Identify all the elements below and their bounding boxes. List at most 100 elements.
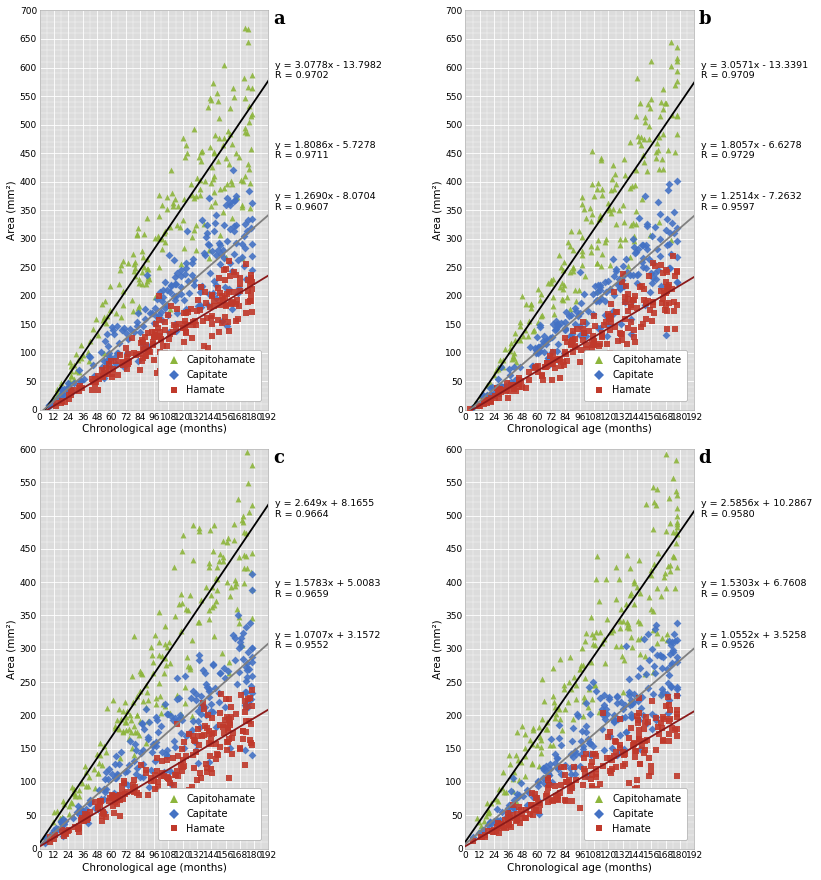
- Point: [86, 357, 99, 371]
- Point: [224, 589, 237, 603]
- Point: [649, 266, 662, 280]
- Point: [663, 177, 676, 191]
- Point: [209, 248, 222, 262]
- Point: [624, 708, 637, 722]
- Point: [564, 747, 577, 761]
- Point: [70, 348, 83, 362]
- Point: [490, 381, 503, 395]
- Point: [644, 54, 658, 68]
- Point: [87, 322, 100, 336]
- Point: [241, 21, 255, 35]
- Point: [632, 713, 645, 727]
- Point: [226, 295, 239, 309]
- Point: [245, 546, 259, 560]
- Point: [510, 748, 523, 762]
- Point: [550, 792, 563, 806]
- Point: [170, 688, 183, 702]
- Point: [205, 766, 218, 780]
- Point: [654, 716, 667, 730]
- Point: [207, 298, 220, 312]
- Point: [168, 768, 181, 782]
- Point: [186, 709, 199, 723]
- Point: [619, 252, 632, 266]
- Point: [150, 292, 163, 306]
- Point: [642, 269, 655, 283]
- Point: [230, 218, 243, 232]
- Point: [666, 656, 679, 671]
- Point: [557, 682, 571, 696]
- Point: [566, 264, 580, 278]
- Point: [564, 308, 577, 322]
- Point: [554, 260, 567, 275]
- Point: [631, 632, 644, 646]
- Point: [80, 802, 93, 816]
- Point: [507, 808, 520, 822]
- Point: [617, 759, 630, 773]
- Point: [245, 641, 259, 655]
- Point: [569, 678, 582, 692]
- Point: [526, 723, 539, 737]
- Point: [218, 251, 231, 265]
- Point: [58, 395, 71, 409]
- Point: [603, 323, 617, 337]
- Point: [589, 762, 603, 776]
- Point: [221, 124, 234, 138]
- Point: [533, 720, 546, 734]
- Point: [81, 811, 94, 825]
- Point: [245, 670, 259, 684]
- Point: [67, 782, 80, 796]
- Point: [502, 818, 516, 832]
- Point: [211, 583, 224, 597]
- Point: [472, 826, 485, 840]
- Point: [553, 371, 566, 385]
- Point: [569, 747, 582, 761]
- Point: [527, 359, 540, 373]
- Point: [649, 272, 663, 286]
- Point: [193, 720, 206, 734]
- Point: [160, 339, 173, 353]
- Point: [48, 832, 61, 847]
- Point: [140, 252, 154, 266]
- Point: [173, 220, 186, 234]
- Point: [608, 708, 621, 722]
- Point: [566, 333, 580, 347]
- Point: [634, 97, 647, 111]
- Point: [552, 353, 565, 367]
- Point: [477, 397, 490, 411]
- Point: [239, 257, 252, 271]
- Point: [662, 714, 675, 728]
- Point: [507, 784, 520, 798]
- Point: [614, 741, 627, 755]
- Point: [180, 137, 193, 151]
- Point: [546, 356, 559, 370]
- Point: [641, 681, 654, 695]
- Point: [149, 627, 162, 642]
- X-axis label: Chronological age (months): Chronological age (months): [507, 863, 652, 873]
- Point: [135, 716, 149, 730]
- Point: [154, 769, 167, 783]
- Point: [493, 782, 506, 796]
- Point: [237, 524, 250, 539]
- Point: [213, 111, 226, 125]
- Point: [224, 297, 237, 312]
- Point: [618, 232, 631, 246]
- Point: [170, 717, 183, 731]
- Point: [550, 708, 563, 722]
- Point: [52, 823, 65, 837]
- Point: [621, 292, 635, 306]
- Point: [76, 807, 89, 821]
- Point: [245, 288, 258, 302]
- Point: [149, 767, 162, 781]
- Point: [211, 313, 224, 327]
- Point: [545, 373, 558, 387]
- Point: [170, 671, 183, 685]
- Point: [529, 347, 542, 361]
- Point: [568, 339, 581, 353]
- Point: [646, 604, 659, 618]
- Point: [149, 692, 163, 706]
- Point: [91, 801, 104, 815]
- Point: [615, 327, 628, 341]
- Point: [555, 291, 568, 305]
- Point: [604, 625, 617, 639]
- Point: [194, 280, 207, 294]
